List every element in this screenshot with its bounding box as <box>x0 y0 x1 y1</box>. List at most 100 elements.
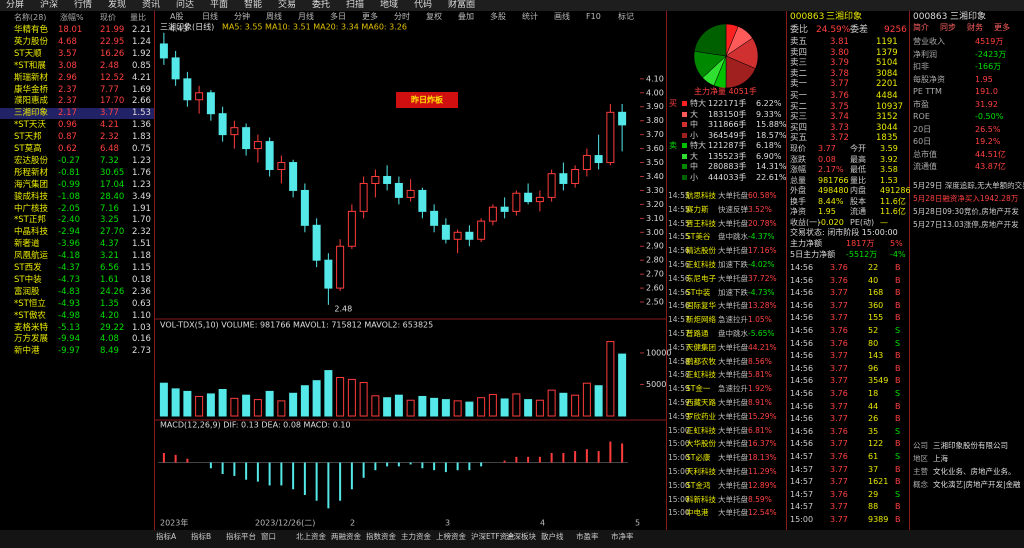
news-cell[interactable]: 普路通 <box>686 329 709 338</box>
menu-item[interactable]: 扫描 <box>346 0 365 10</box>
menu-item[interactable]: 发现 <box>108 0 127 10</box>
news-cell[interactable]: 晋王科技 <box>686 218 716 228</box>
toolbar-item[interactable]: 多日 <box>330 12 346 21</box>
bottom-tab[interactable]: 上榜资金 <box>436 532 466 541</box>
news-cell[interactable]: 东尼电子 <box>686 273 716 283</box>
stock-name[interactable]: 新中港 <box>14 346 40 357</box>
stock-name[interactable]: 中晶科技 <box>14 227 49 238</box>
bottom-tab[interactable]: 指标B <box>191 532 212 541</box>
toolbar-item[interactable]: 复权 <box>426 12 442 21</box>
stock-name[interactable]: ST中装 <box>14 274 42 285</box>
menu-item[interactable]: 财富圈 <box>448 0 476 10</box>
stock-name[interactable]: 凤凰航运 <box>14 251 49 262</box>
bottom-tab[interactable]: 沪深ETF资金 <box>471 532 515 541</box>
stock-name[interactable]: *ST恒立 <box>14 298 46 309</box>
bottom-tab[interactable]: 指标A <box>156 532 177 541</box>
toolbar-item[interactable]: 月线 <box>298 12 314 21</box>
toolbar-item[interactable]: 更多 <box>362 12 378 21</box>
news-cell[interactable]: 罗欣药业 <box>686 411 716 421</box>
stock-name[interactable]: 万方发展 <box>14 334 49 345</box>
bottom-tab[interactable]: 指标平台 <box>226 532 256 541</box>
bottom-tab[interactable]: 主力资金 <box>401 532 431 541</box>
stock-name[interactable]: 海汽集团 <box>14 179 49 190</box>
toolbar-item[interactable]: 画线 <box>554 12 570 21</box>
news-cell[interactable]: 新炬网络 <box>686 315 716 325</box>
stock-name[interactable]: ST天顺 <box>14 48 42 59</box>
news-cell[interactable]: 天健集团 <box>686 342 716 352</box>
news-cell[interactable]: 赛力斯 <box>686 204 709 214</box>
news-cell[interactable]: 大华股份 <box>686 439 716 449</box>
stock-name[interactable]: 斯瑞新材 <box>14 72 49 83</box>
toolbar-item[interactable]: 标记 <box>618 12 634 21</box>
toolbar-item[interactable]: 日线 <box>202 12 218 21</box>
stock-name[interactable]: *ST和展 <box>14 60 46 71</box>
stock-name[interactable]: ST天邦 <box>14 132 42 143</box>
profile-news[interactable]: 5月29日 深度追踪,无大单额的交易 <box>913 181 1024 190</box>
toolbar-item[interactable]: 多股 <box>490 12 506 21</box>
toolbar-item[interactable]: 分时 <box>394 12 410 21</box>
menu-item[interactable]: 代码 <box>414 0 433 10</box>
news-cell[interactable]: 国际复华 <box>686 301 716 311</box>
stock-name[interactable]: 彤程新材 <box>14 167 49 178</box>
news-cell[interactable]: ST金一 <box>686 384 711 394</box>
stock-name[interactable]: 麦格米特 <box>14 322 49 333</box>
news-cell[interactable]: ST美谷 <box>686 232 711 242</box>
profile-news[interactable]: 5月27日13.03涨停,房地产开发 <box>913 220 1019 229</box>
news-cell[interactable]: 正虹科技 <box>686 425 716 435</box>
news-cell[interactable]: ST必康 <box>686 453 711 463</box>
bottom-tab[interactable]: 沪深板块 <box>506 532 536 541</box>
stock-name[interactable]: 濮阳惠成 <box>14 96 49 107</box>
stock-name[interactable]: *ST正邦 <box>14 215 46 226</box>
menu-item[interactable]: 分屏 <box>6 0 25 10</box>
news-cell[interactable]: 正虹科技 <box>686 260 716 269</box>
profile-news[interactable]: 5月28日09:30竞价,房地产开发 <box>913 207 1019 216</box>
news-cell[interactable]: ST中装 <box>686 287 711 297</box>
toolbar-item[interactable]: F10 <box>586 12 601 21</box>
bottom-tab[interactable]: 市净率 <box>611 532 634 541</box>
toolbar-item[interactable]: 统计 <box>522 12 538 21</box>
news-cell[interactable]: 科新科技 <box>686 494 716 504</box>
menu-item[interactable]: 委托 <box>312 0 331 10</box>
stock-name[interactable]: *ST傲农 <box>14 310 46 321</box>
stock-name[interactable]: 康华金桥 <box>14 84 49 95</box>
bottom-tab[interactable]: 北上资金 <box>296 532 326 541</box>
toolbar-item[interactable]: 周线 <box>266 12 282 21</box>
bottom-tab[interactable]: 指数资金 <box>366 532 396 541</box>
profile-tab[interactable]: 更多 <box>994 23 1010 32</box>
bottom-tab[interactable]: 散户线 <box>541 532 564 541</box>
menu-item[interactable]: 交易 <box>278 0 297 10</box>
menu-item[interactable]: 资讯 <box>142 0 161 10</box>
menu-item[interactable]: 地域 <box>380 0 399 10</box>
stock-name[interactable]: 英力股份 <box>14 36 49 47</box>
stock-name[interactable]: ST莫高 <box>14 144 42 154</box>
stock-name[interactable]: *ST天沃 <box>14 120 46 131</box>
menu-item[interactable]: 行情 <box>74 0 93 10</box>
profile-news[interactable]: 5月28日融资净买入1942.28万 <box>913 194 1019 203</box>
menu-item[interactable]: 问达 <box>176 0 195 10</box>
news-cell[interactable]: 鹏都农牧 <box>686 356 716 366</box>
stock-name[interactable]: 骏成科技 <box>14 191 49 202</box>
news-cell[interactable]: 正虹科技 <box>686 370 716 380</box>
bottom-tab[interactable]: 窗口 <box>261 532 276 541</box>
profile-tab[interactable]: 简介 <box>913 23 929 32</box>
menu-item[interactable]: 平面 <box>210 0 229 10</box>
toolbar-item[interactable]: 分钟 <box>234 12 250 21</box>
stock-name[interactable]: 华精有色 <box>14 25 49 35</box>
toolbar-item[interactable]: A股 <box>170 12 184 21</box>
menu-item[interactable]: 沪深 <box>40 0 59 10</box>
bottom-tab[interactable]: 两融资金 <box>331 532 361 541</box>
stock-name[interactable]: 新奢道 <box>14 239 40 250</box>
bottom-tab[interactable]: 市盈率 <box>576 532 599 541</box>
news-cell[interactable]: 精达股份 <box>686 246 716 256</box>
stock-name[interactable]: 富润股 <box>14 286 40 297</box>
profile-tab[interactable]: 财务 <box>967 23 983 32</box>
stock-name[interactable]: 三湘印象 <box>14 108 49 119</box>
news-cell[interactable]: 西藏天路 <box>686 398 716 407</box>
news-cell[interactable]: ST金鸿 <box>686 480 711 490</box>
news-cell[interactable]: 天利科技 <box>686 467 716 476</box>
stock-name[interactable]: 宏达股份 <box>14 155 49 166</box>
menu-item[interactable]: 智能 <box>244 0 263 10</box>
stock-name[interactable]: 中广核技 <box>14 203 49 214</box>
news-cell[interactable]: 航思科技 <box>686 191 716 200</box>
toolbar-item[interactable]: 叠加 <box>458 12 474 21</box>
